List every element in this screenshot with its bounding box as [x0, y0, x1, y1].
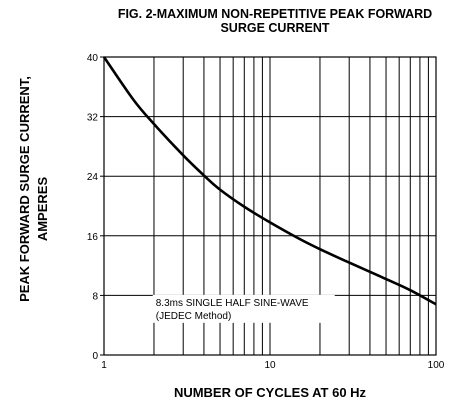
annotation-line1: 8.3ms SINGLE HALF SINE-WAVE: [156, 298, 309, 309]
chart-title-line2: SURGE CURRENT: [220, 21, 330, 35]
plot-frame: [103, 56, 437, 356]
y-tick-label: 8: [92, 291, 98, 302]
annotation-line2: (JEDEC Method): [156, 311, 232, 322]
x-axis-label: NUMBER OF CYCLES AT 60 Hz: [173, 385, 367, 400]
chart-title-line1: FIG. 2-MAXIMUM NON-REPETITIVE PEAK FORWA…: [117, 7, 433, 21]
x-tick-label: 10: [264, 360, 276, 371]
y-tick-label: 24: [87, 172, 99, 183]
annotation-background: [152, 294, 335, 323]
y-tick-label: 32: [87, 113, 99, 124]
x-tick-label: 100: [428, 360, 445, 371]
y-tick-label: 16: [87, 232, 99, 243]
surge-current-curve: [102, 56, 437, 306]
x-tick-label: 1: [101, 360, 107, 371]
y-tick-label: 0: [92, 351, 98, 362]
y-tick-label: 40: [87, 53, 99, 64]
